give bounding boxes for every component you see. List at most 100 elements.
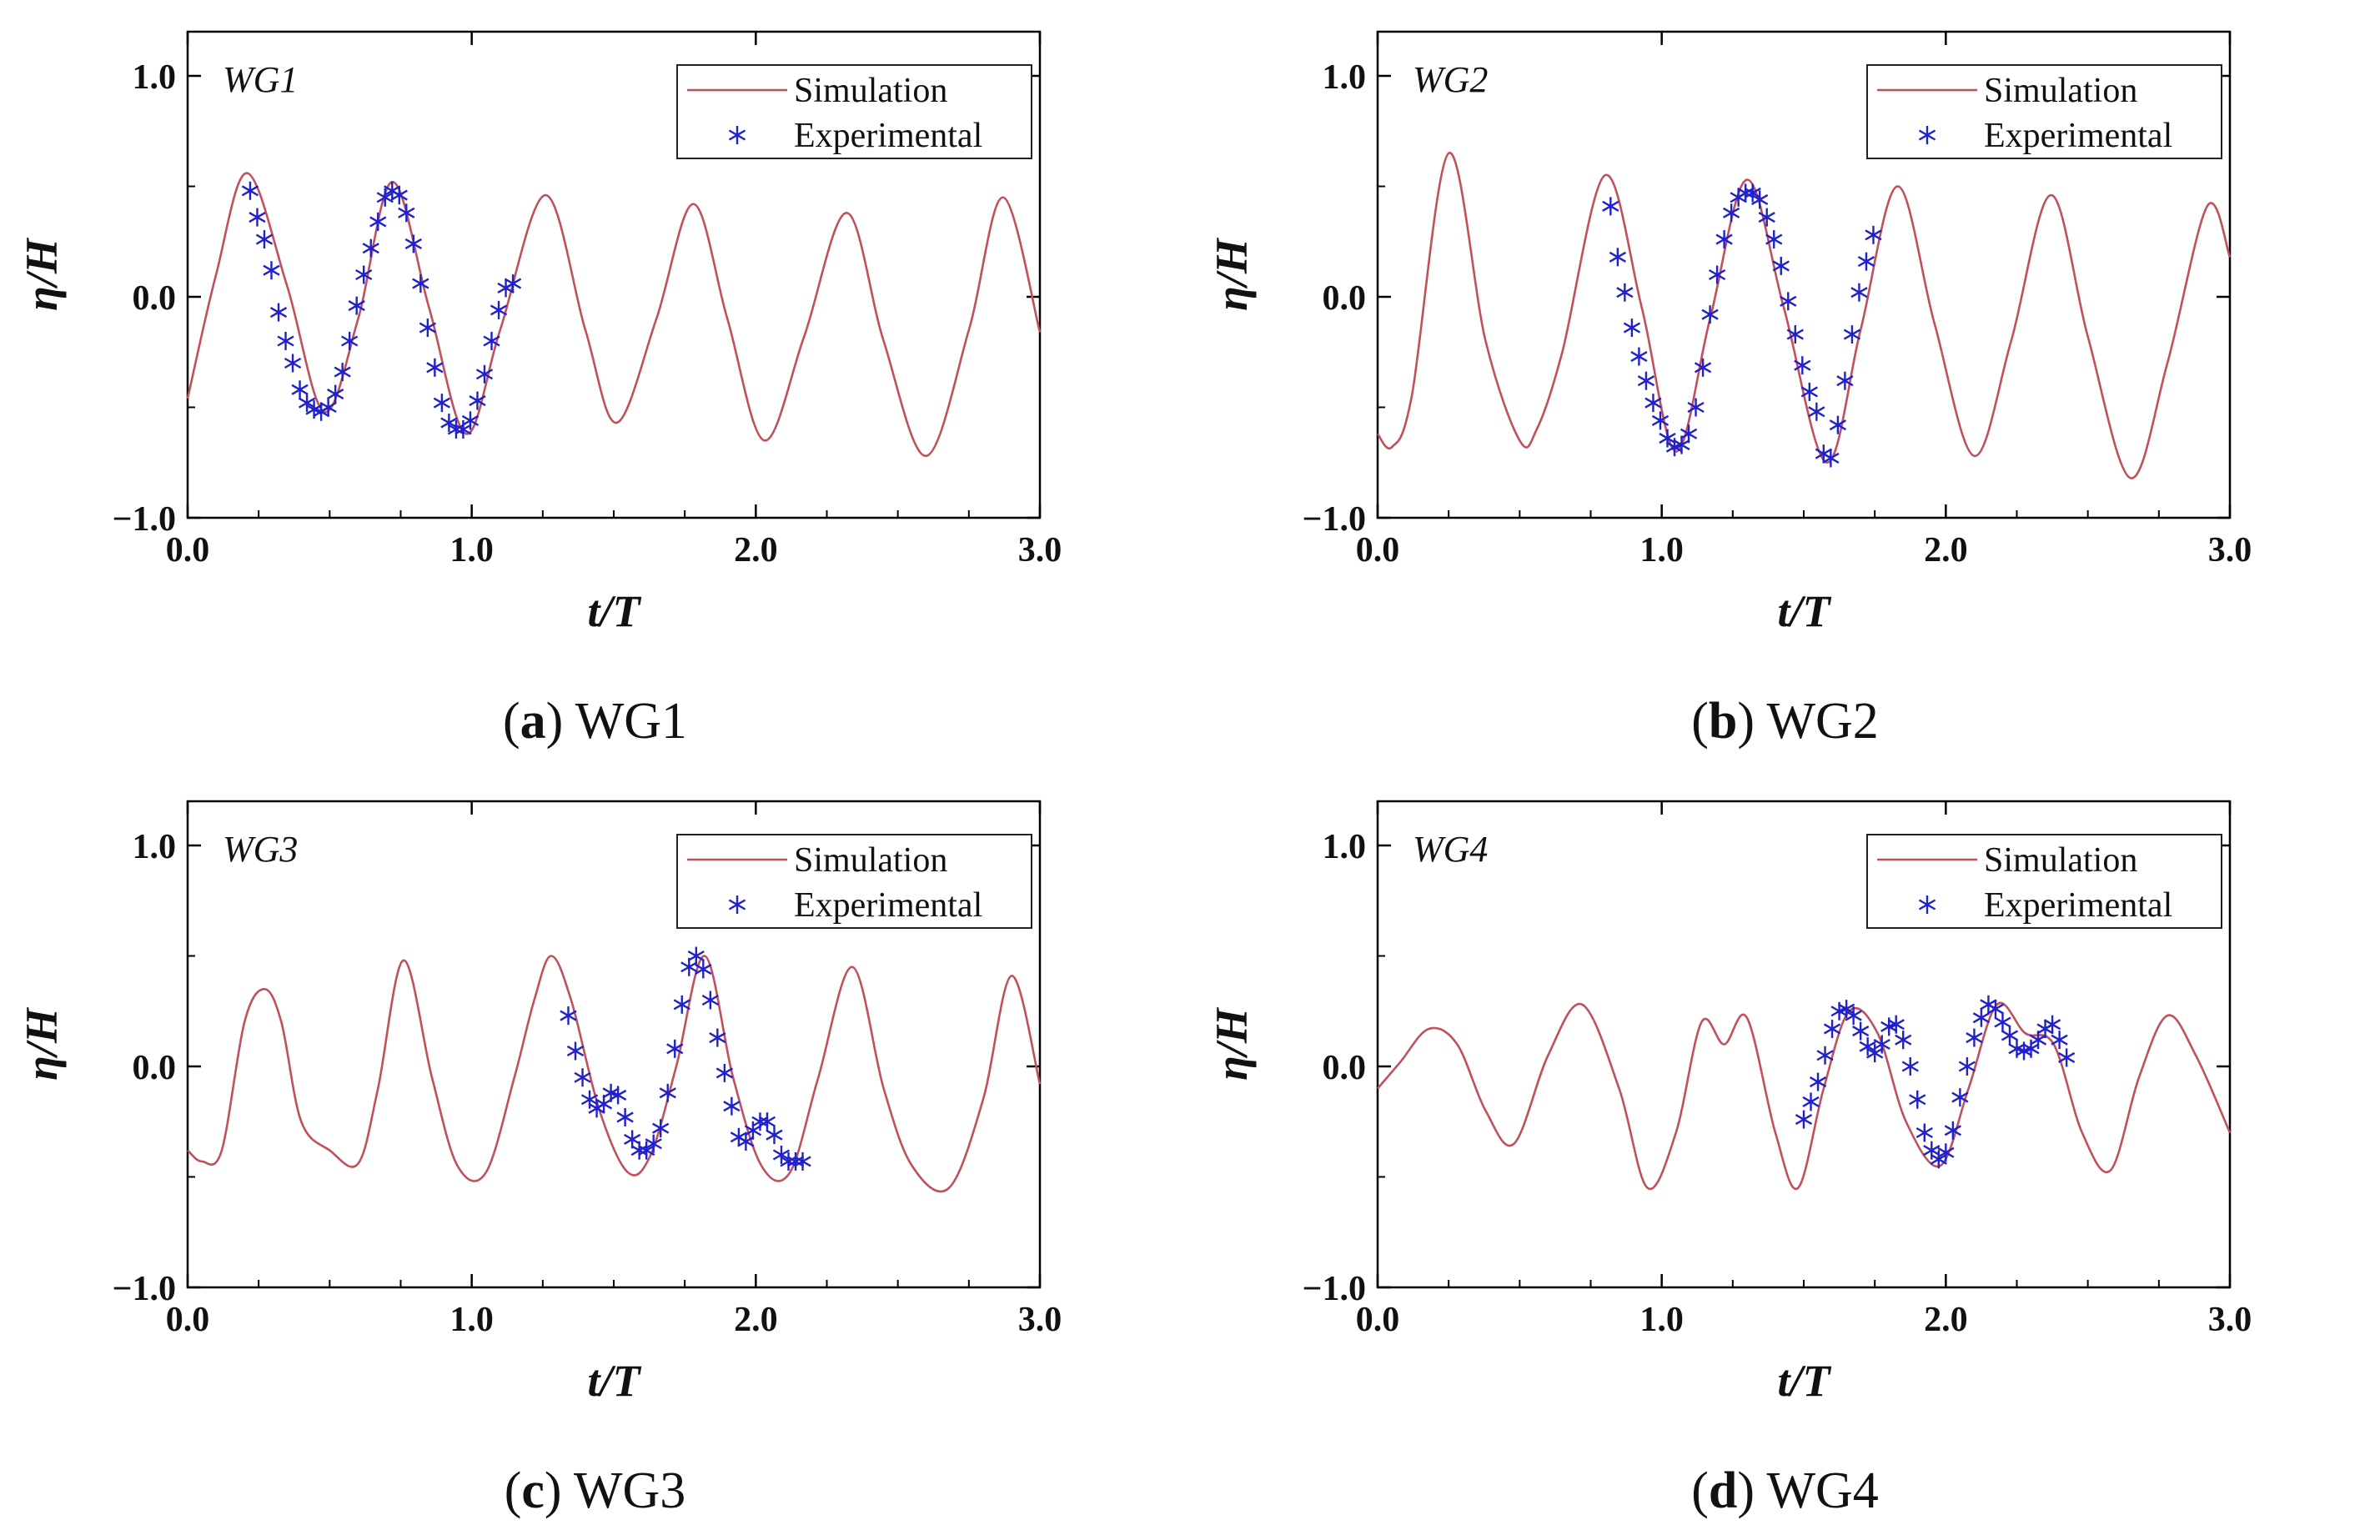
x-axis-label: t/T [1778, 586, 1832, 636]
experimental-point [1630, 347, 1648, 366]
experimental-point [362, 238, 379, 258]
y-tick-label: 0.0 [133, 279, 177, 318]
x-tick-label: 1.0 [449, 1301, 494, 1339]
experimental-point [1901, 1057, 1919, 1076]
experimental-point [1845, 1006, 1862, 1026]
experimental-point [241, 181, 259, 200]
panel-wg2: 0.0 1.0 2.0 3.0 −1.0 0.0 1.0 t/T η/H WG2 Simulatio… [1190, 0, 2380, 770]
gauge-annotation: WG1 [223, 59, 298, 100]
experimental-point [709, 1028, 726, 1047]
experimental-point [298, 394, 316, 413]
experimental-point [1609, 248, 1626, 267]
experimental-point [1659, 429, 1676, 448]
experimental-point [716, 1063, 733, 1082]
experimental-point [1937, 1143, 1955, 1162]
x-tick-label: 2.0 [734, 1301, 778, 1339]
simulation-line [1376, 152, 2232, 479]
experimental-point [580, 1090, 599, 1109]
legend-experimental-swatch [1918, 895, 1936, 914]
experimental-point [566, 1041, 585, 1061]
legend-experimental-label: Experimental [794, 117, 982, 155]
x-tick-label: 3.0 [1018, 1301, 1062, 1339]
y-tick-label: −1.0 [1303, 500, 1366, 539]
experimental-point [277, 332, 294, 350]
experimental-point [341, 332, 359, 350]
experimental-point [701, 991, 719, 1010]
experimental-point [1744, 183, 1761, 203]
y-tick-label: 0.0 [1323, 279, 1367, 318]
legend-simulation-label: Simulation [794, 841, 947, 880]
y-tick-label: −1.0 [113, 500, 176, 539]
legend-experimental-label: Experimental [1984, 117, 2172, 155]
experimental-point [249, 208, 266, 227]
experimental-point [1837, 1000, 1855, 1019]
y-tick-label: −1.0 [113, 1270, 176, 1308]
experimental-point [560, 1006, 577, 1026]
experimental-point [454, 420, 472, 439]
caption-wg4: (d) WG4 [1691, 1462, 1879, 1519]
x-tick-label: 2.0 [1924, 1301, 1968, 1339]
experimental-point [433, 394, 451, 413]
experimental-point [1694, 358, 1712, 377]
experimental-point [504, 274, 522, 293]
experimental-point [369, 212, 387, 231]
simulation-line [1377, 1001, 2232, 1191]
panel-wg1: 0.0 1.0 2.0 3.0 −1.0 0.0 1.0 t/T η/H WG1 Simulatio… [0, 0, 1190, 770]
experimental-point [652, 1119, 670, 1138]
experimental-point [780, 1151, 797, 1171]
y-tick-label: 1.0 [1323, 58, 1367, 97]
y-tick-label: 0.0 [1323, 1049, 1367, 1087]
experimental-point [695, 960, 712, 979]
experimental-point [1972, 1008, 1991, 1027]
simulation-line [187, 955, 1042, 1193]
y-tick-label: 0.0 [133, 1049, 177, 1087]
experimental-point [1923, 1141, 1941, 1160]
simulation-line [186, 172, 1042, 458]
x-axis-label: t/T [588, 1356, 642, 1406]
experimental-point [2051, 1031, 2068, 1050]
experimental-point [355, 265, 373, 284]
experimental-point [1715, 230, 1733, 249]
experimental-point [1708, 265, 1726, 284]
x-tick-label: 2.0 [734, 531, 778, 569]
x-tick-label: 1.0 [449, 531, 494, 569]
experimental-point [475, 364, 494, 384]
experimental-point [638, 1141, 655, 1160]
experimental-point [1644, 394, 1662, 413]
experimental-point [1865, 225, 1882, 244]
experimental-point [786, 1151, 805, 1171]
experimental-point [2043, 1015, 2061, 1034]
legend-box [1866, 834, 2222, 929]
caption-wg1: (a) WG1 [503, 693, 687, 750]
caption-wg2: (b) WG2 [1691, 693, 1879, 750]
experimental-point [616, 1107, 634, 1126]
experimental-point [1680, 424, 1698, 444]
experimental-point [440, 414, 458, 433]
x-tick-label: 3.0 [2208, 1301, 2252, 1339]
gauge-annotation: WG3 [223, 829, 298, 870]
y-tick-label: −1.0 [1303, 1270, 1366, 1308]
x-tick-label: 1.0 [1639, 531, 1684, 569]
experimental-point [319, 398, 337, 417]
experimental-point [1795, 1110, 1813, 1129]
experimental-point [1951, 1088, 1969, 1107]
experimental-point [1723, 203, 1740, 223]
experimental-point [645, 1134, 662, 1153]
y-tick-label: 1.0 [1323, 828, 1367, 866]
experimental-point [1836, 371, 1854, 390]
y-axis-label: η/H [1207, 1006, 1257, 1081]
experimental-point [1859, 1037, 1876, 1056]
experimental-point [772, 1146, 791, 1164]
x-tick-label: 0.0 [166, 531, 210, 569]
experimental-point [348, 296, 365, 315]
experimental-point [1794, 356, 1811, 375]
experimental-point [255, 230, 274, 249]
experimental-point [1758, 208, 1775, 227]
x-tick-label: 3.0 [1018, 531, 1062, 569]
experimental-point [1637, 371, 1655, 390]
experimental-point [630, 1141, 648, 1160]
